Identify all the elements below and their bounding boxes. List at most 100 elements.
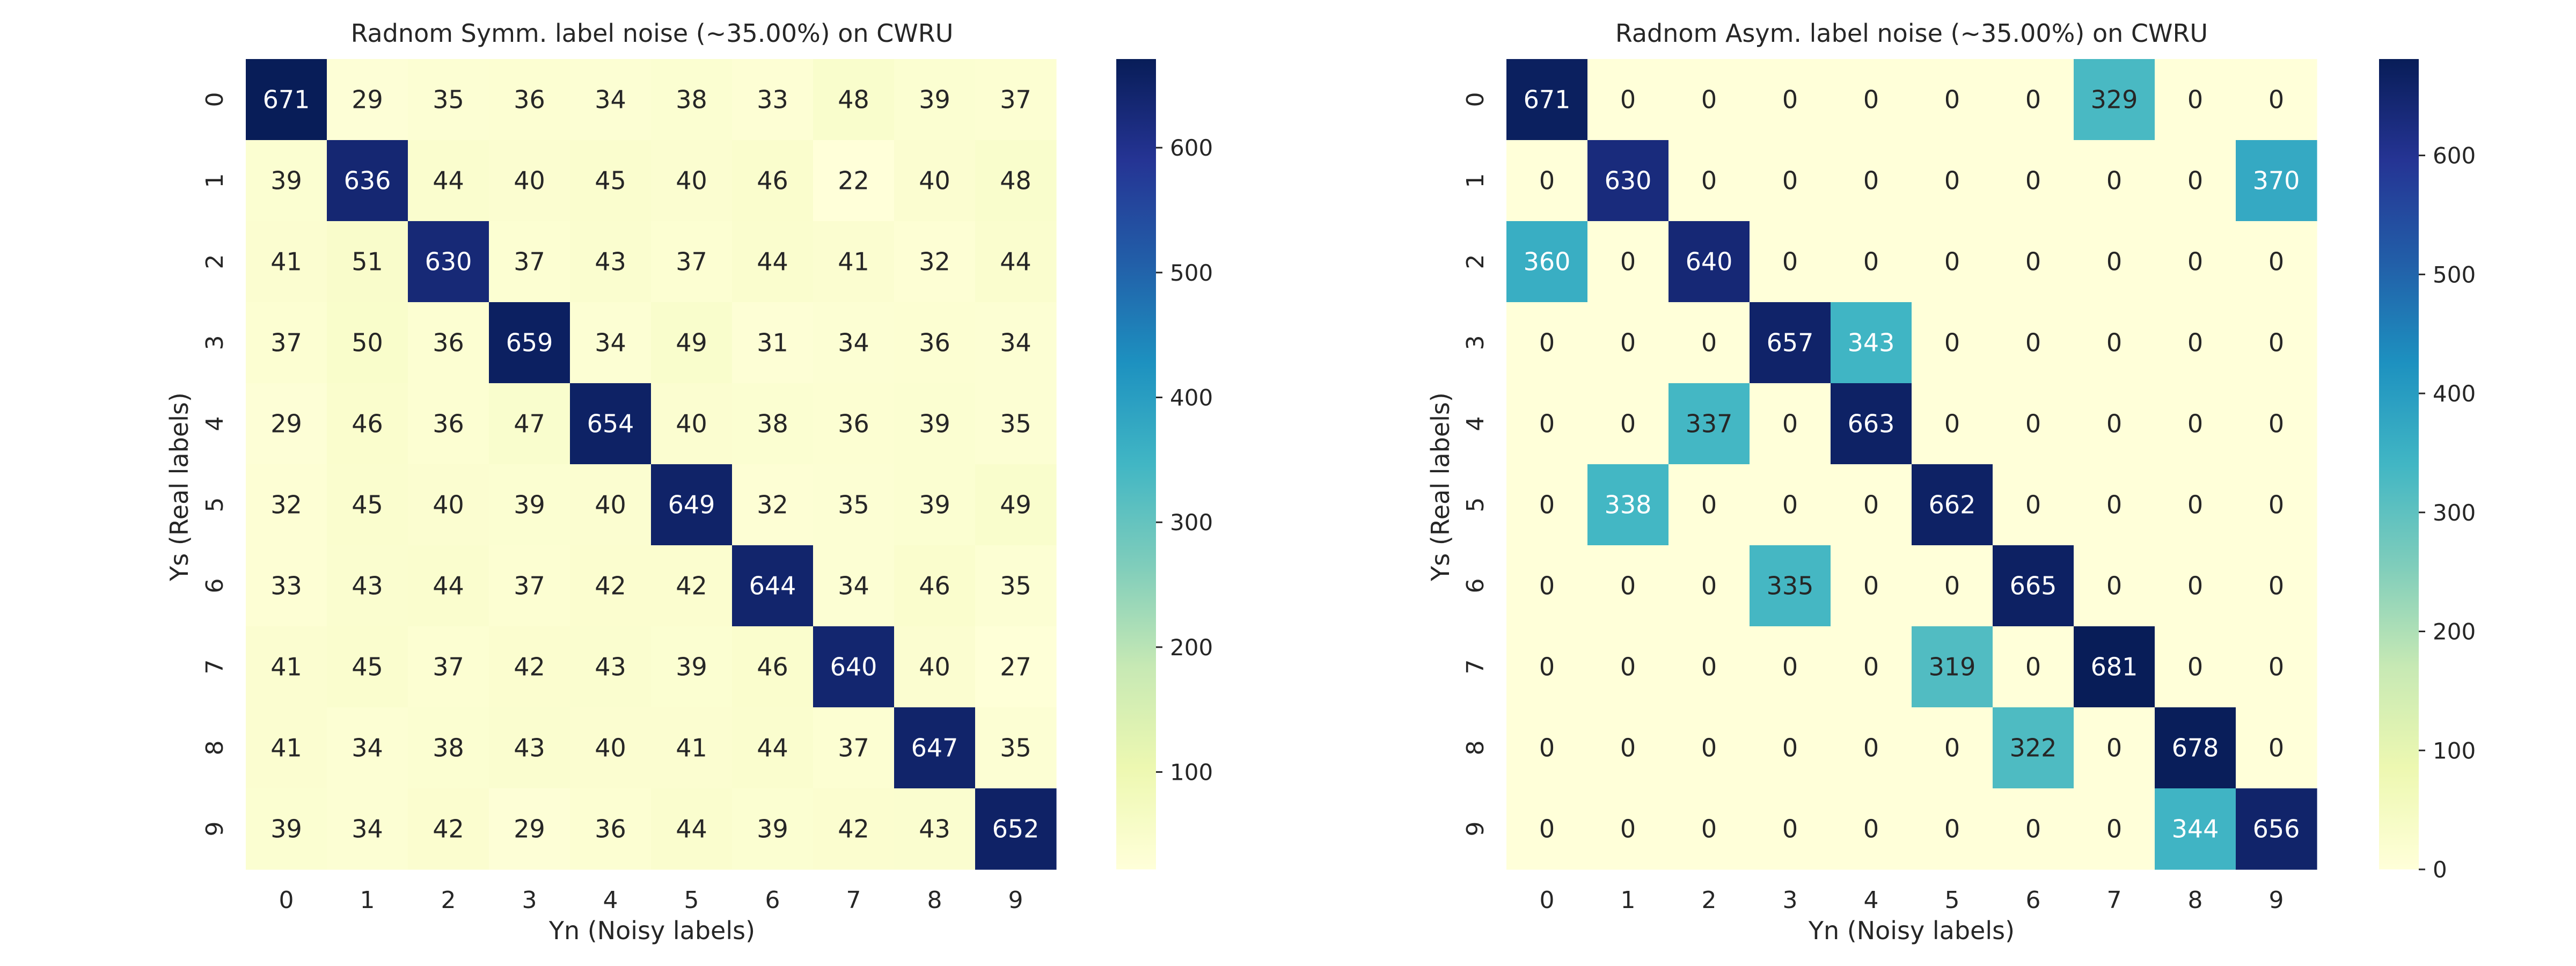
heatmap-cell	[408, 707, 489, 789]
cell-value-label: 36	[595, 815, 626, 844]
cell-value-label: 48	[838, 85, 869, 114]
cell-value-label: 681	[2091, 653, 2138, 682]
cell-value-label: 0	[2025, 815, 2041, 844]
heatmap-cell	[489, 383, 570, 465]
cell-value-label: 0	[2268, 328, 2284, 357]
cell-value-label: 0	[1944, 572, 1960, 601]
heatmap-cell	[1831, 302, 1912, 384]
cell-value-label: 640	[830, 653, 877, 682]
cell-value-label: 0	[2268, 247, 2284, 276]
heatmap-cell	[975, 140, 1057, 222]
cell-value-label: 0	[2187, 653, 2203, 682]
cell-value-label: 44	[1000, 247, 1031, 276]
cell-value-label: 43	[595, 653, 626, 682]
cell-value-label: 46	[919, 572, 950, 601]
cell-value-label: 0	[1944, 328, 1960, 357]
heatmap-cell	[1668, 788, 1750, 870]
y-tick-label: 2	[1462, 254, 1489, 269]
cell-value-label: 0	[2025, 85, 2041, 114]
cell-value-label: 38	[757, 409, 788, 438]
cell-value-label: 29	[352, 85, 383, 114]
heatmap-cell	[2074, 221, 2155, 303]
heatmap-cell	[408, 59, 489, 141]
cell-value-label: 659	[506, 328, 553, 357]
cell-value-label: 41	[676, 734, 707, 763]
cell-value-label: 0	[1701, 491, 1717, 519]
cell-value-label: 33	[757, 85, 788, 114]
heatmap-cell	[1912, 626, 1993, 708]
heatmap-cell	[2236, 221, 2317, 303]
colorbar-tick-label: 400	[1170, 385, 1213, 411]
cell-value-label: 37	[1000, 85, 1031, 114]
y-tick-label: 3	[1462, 335, 1489, 350]
heatmap-cell	[1506, 140, 1588, 222]
heatmap-cell	[894, 545, 976, 627]
heatmap-cell	[732, 545, 814, 627]
heatmap-cell	[1506, 626, 1588, 708]
heatmap-cell	[813, 545, 895, 627]
colorbar-tick-label: 200	[1170, 634, 1213, 661]
heatmap-cell	[1831, 788, 1912, 870]
y-tick-label: 8	[1462, 741, 1489, 756]
cell-value-label: 0	[2268, 409, 2284, 438]
cell-value-label: 41	[270, 653, 302, 682]
heatmap-cell	[246, 626, 327, 708]
heatmap-cell	[2155, 383, 2236, 465]
colorbar-tick-label: 500	[2433, 261, 2476, 288]
heatmap-cell	[327, 707, 408, 789]
heatmap-cell	[408, 464, 489, 546]
heatmap-cell	[1993, 788, 2074, 870]
cell-value-label: 0	[1620, 653, 1636, 682]
heatmap-cell	[2074, 626, 2155, 708]
cell-value-label: 344	[2172, 815, 2219, 844]
cell-value-label: 34	[352, 815, 383, 844]
y-tick-label: 4	[201, 416, 229, 431]
heatmap-cell	[1993, 626, 2074, 708]
symmetric-noise-heatmap: Radnom Symm. label noise (~35.00%) on CW…	[165, 19, 1213, 945]
heatmap-cell	[1831, 140, 1912, 222]
heatmap-cell	[1912, 140, 1993, 222]
cell-value-label: 0	[2187, 491, 2203, 519]
cell-value-label: 41	[270, 734, 302, 763]
cell-value-label: 0	[2268, 572, 2284, 601]
cell-value-label: 38	[676, 85, 707, 114]
heatmap-cell	[2155, 302, 2236, 384]
heatmap-cell	[894, 221, 976, 303]
heatmap-cell	[1912, 302, 1993, 384]
heatmap-cell	[1750, 788, 1831, 870]
x-tick-label: 8	[927, 887, 942, 914]
cell-value-label: 35	[1000, 409, 1031, 438]
x-tick-label: 9	[2269, 887, 2284, 914]
cell-value-label: 36	[433, 409, 464, 438]
cell-value-label: 40	[595, 734, 626, 763]
heatmap-cell	[1831, 221, 1912, 303]
heatmap-cell	[1993, 383, 2074, 465]
cell-value-label: 44	[676, 815, 707, 844]
cell-value-label: 0	[1782, 85, 1798, 114]
colorbar-tick-label: 300	[2433, 500, 2476, 526]
cell-value-label: 640	[1686, 247, 1733, 276]
heatmap-cell	[651, 59, 733, 141]
cell-value-label: 662	[1929, 491, 1976, 519]
heatmap-cell	[327, 545, 408, 627]
heatmap-cell	[1506, 545, 1588, 627]
y-tick-label: 1	[201, 173, 229, 188]
colorbar-tick-label: 100	[2433, 737, 2476, 764]
cell-value-label: 0	[2187, 328, 2203, 357]
y-axis-label: Ys (Real labels)	[165, 392, 194, 582]
x-tick-label: 4	[603, 887, 618, 914]
heatmap-cell	[1993, 140, 2074, 222]
cell-value-label: 40	[676, 409, 707, 438]
heatmap-cell	[2236, 59, 2317, 141]
heatmap-cell	[1668, 707, 1750, 789]
heatmap-cell	[975, 59, 1057, 141]
cell-value-label: 51	[352, 247, 383, 276]
x-tick-label: 5	[684, 887, 699, 914]
y-tick-label: 5	[201, 497, 229, 513]
cell-value-label: 44	[757, 247, 788, 276]
heatmap-cell	[1831, 545, 1912, 627]
heatmap-cell	[570, 59, 652, 141]
cell-value-label: 0	[1944, 166, 1960, 195]
cell-value-label: 0	[2106, 734, 2122, 763]
heatmap-cell	[327, 383, 408, 465]
